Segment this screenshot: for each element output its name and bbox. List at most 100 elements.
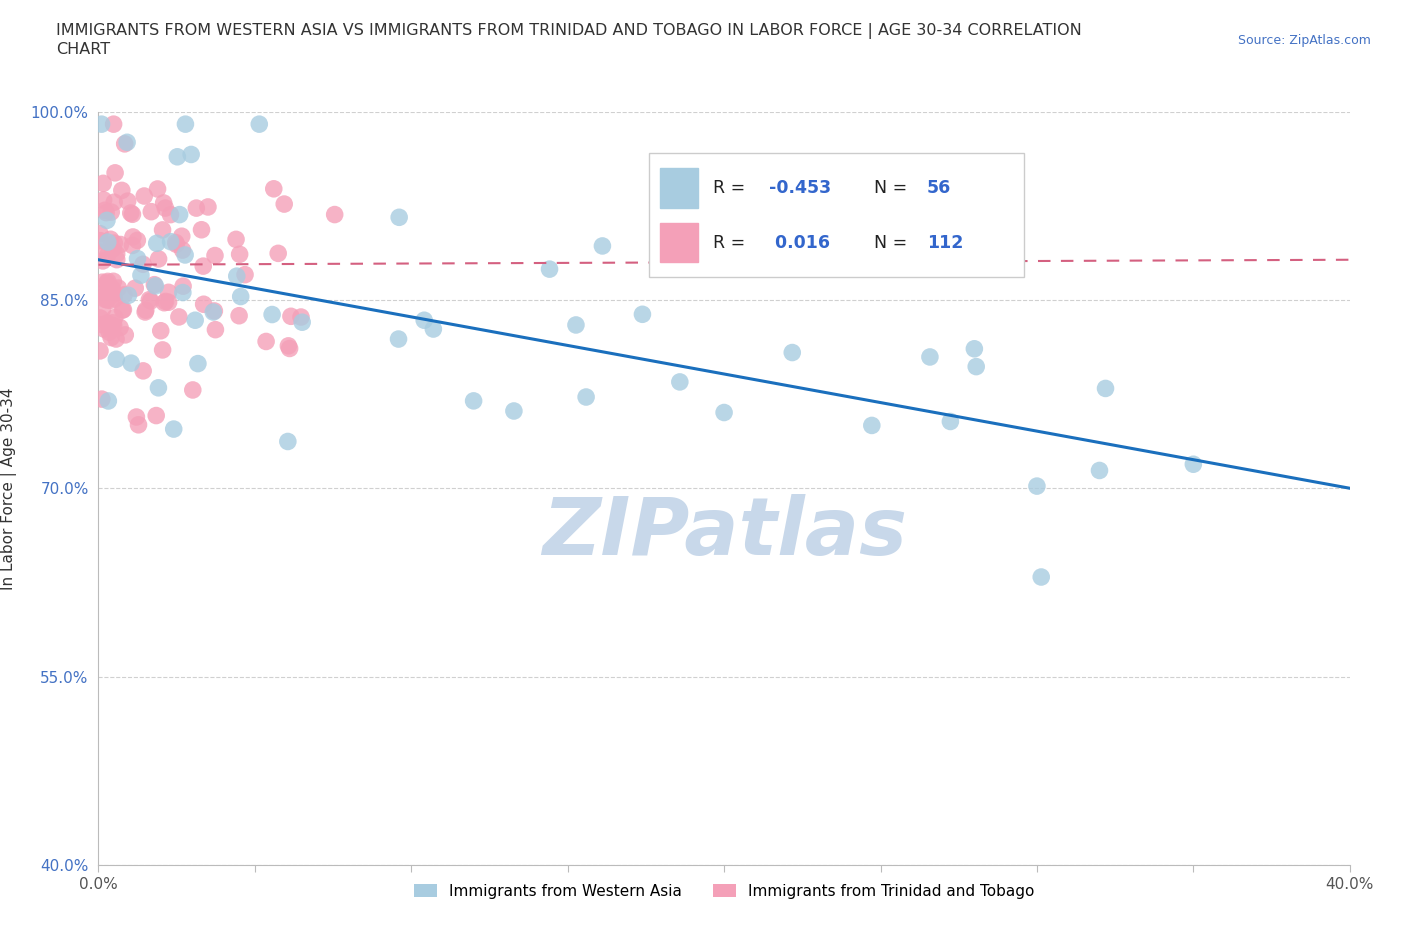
Point xyxy=(100,232,122,246)
Point xyxy=(169,207,191,222)
Point xyxy=(111,302,134,317)
Text: Source: ZipAtlas.com: Source: ZipAtlas.com xyxy=(1237,34,1371,47)
Point xyxy=(204,322,226,337)
Point xyxy=(91,254,114,269)
Point xyxy=(94,292,117,307)
Point xyxy=(112,302,135,317)
Point xyxy=(138,292,160,307)
Point xyxy=(267,246,290,260)
Point xyxy=(143,277,166,292)
Point xyxy=(105,332,128,347)
Point xyxy=(129,268,152,283)
Point xyxy=(148,251,170,266)
Point xyxy=(103,291,125,306)
Point xyxy=(277,434,299,449)
Point xyxy=(190,222,212,237)
Point xyxy=(146,181,169,196)
Point xyxy=(104,310,127,325)
Text: IMMIGRANTS FROM WESTERN ASIA VS IMMIGRANTS FROM TRINIDAD AND TOBAGO IN LABOR FOR: IMMIGRANTS FROM WESTERN ASIA VS IMMIGRAN… xyxy=(56,23,1083,57)
Point xyxy=(565,317,588,332)
Point xyxy=(538,261,561,276)
Point xyxy=(575,390,598,405)
Point xyxy=(152,342,174,357)
Point xyxy=(103,318,125,333)
Point xyxy=(107,281,129,296)
Point xyxy=(120,206,142,220)
Point xyxy=(117,193,139,208)
Point xyxy=(89,343,111,358)
Point xyxy=(105,246,128,261)
Point xyxy=(132,364,155,379)
Point xyxy=(97,274,120,289)
Point xyxy=(103,287,125,302)
Point xyxy=(100,205,122,219)
Point xyxy=(90,392,112,406)
Point xyxy=(114,137,136,152)
Point xyxy=(145,278,167,293)
Point xyxy=(675,234,697,249)
Point xyxy=(157,295,180,310)
Point xyxy=(387,332,409,347)
Point xyxy=(166,150,188,165)
Point xyxy=(193,297,215,312)
Point xyxy=(91,317,114,332)
Point xyxy=(139,294,162,309)
Point xyxy=(127,232,149,247)
Point xyxy=(869,211,891,226)
Point xyxy=(263,181,285,196)
Point xyxy=(91,176,114,191)
Point xyxy=(202,303,225,318)
Point xyxy=(290,310,312,325)
Point xyxy=(96,315,118,330)
Point xyxy=(134,189,156,204)
Point xyxy=(503,404,526,418)
Point xyxy=(669,375,692,390)
Point xyxy=(100,330,122,345)
Point xyxy=(247,116,270,131)
Point xyxy=(229,289,252,304)
Point xyxy=(152,222,174,237)
Point xyxy=(631,307,654,322)
Point xyxy=(277,339,299,353)
Point xyxy=(233,267,256,282)
Point xyxy=(89,233,111,248)
Point xyxy=(89,226,111,241)
Point xyxy=(94,203,117,218)
Point xyxy=(127,251,149,266)
Point xyxy=(91,286,114,300)
Point xyxy=(228,308,250,323)
Point xyxy=(103,273,125,288)
Point xyxy=(124,281,146,296)
Point xyxy=(96,213,118,228)
Point xyxy=(225,269,247,284)
Point xyxy=(155,201,177,216)
Point xyxy=(184,312,207,327)
Point xyxy=(96,275,118,290)
Point xyxy=(204,248,226,263)
Point xyxy=(174,247,197,262)
Point xyxy=(134,304,156,319)
Point xyxy=(918,350,941,365)
Point xyxy=(145,236,167,251)
Point xyxy=(291,314,314,329)
Point xyxy=(89,245,111,259)
Point xyxy=(149,324,172,339)
Point xyxy=(280,309,302,324)
Point xyxy=(1182,457,1205,472)
Text: ZIPatlas: ZIPatlas xyxy=(541,495,907,573)
Point xyxy=(97,393,120,408)
Point xyxy=(135,303,157,318)
Point xyxy=(197,200,219,215)
Point xyxy=(323,207,346,222)
Point xyxy=(167,310,190,325)
Point xyxy=(1031,569,1053,584)
Point xyxy=(186,201,208,216)
Point xyxy=(157,285,180,299)
Point xyxy=(180,147,202,162)
Point xyxy=(98,325,121,339)
Point xyxy=(98,285,121,299)
Point xyxy=(273,196,295,211)
Point xyxy=(97,248,120,263)
Point xyxy=(96,286,118,301)
Point xyxy=(713,405,735,420)
